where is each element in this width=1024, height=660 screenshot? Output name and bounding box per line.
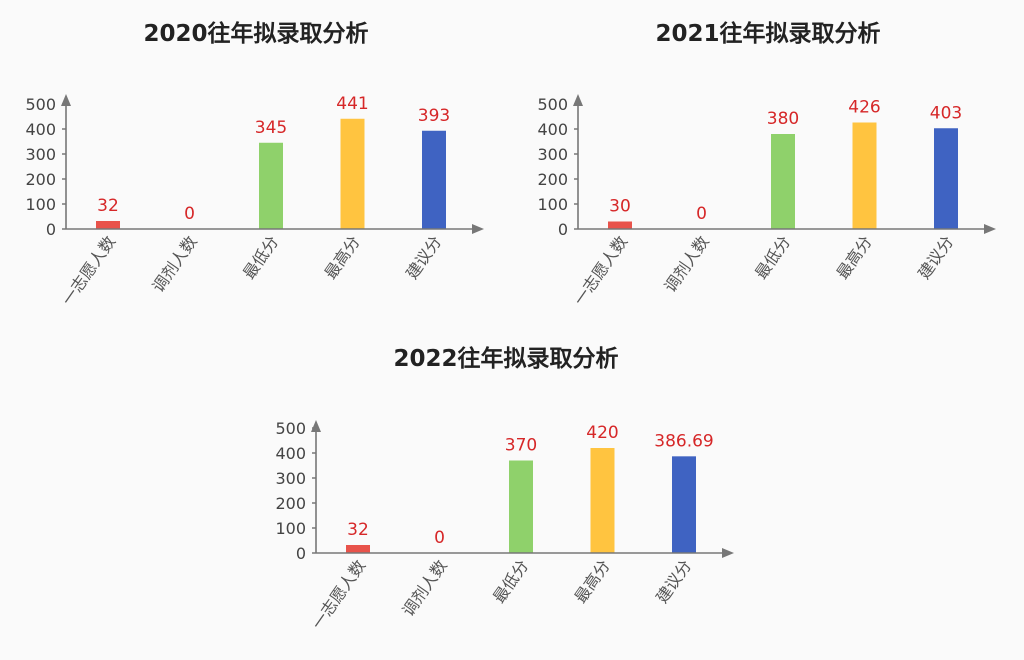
bar: [608, 221, 632, 229]
value-label: 370: [505, 436, 537, 456]
x-axis-arrow: [472, 224, 484, 234]
value-label: 386.69: [654, 431, 713, 451]
category-label: 最高分: [321, 232, 364, 282]
value-label: 393: [418, 106, 450, 126]
y-tick-label: 300: [25, 145, 56, 164]
y-tick-label: 200: [25, 170, 56, 189]
bar-chart-2022: 010020030040050032一志愿人数0调剂人数370最低分420最高分…: [275, 419, 734, 633]
category-label: 最低分: [751, 232, 794, 282]
value-label: 426: [848, 98, 880, 118]
chart-2021: 2021往年拟录取分析 0 100 200 300 400 500 30 一志愿人数 0 调剂人数…: [512, 0, 1024, 320]
x-axis-arrow: [722, 548, 734, 558]
chart-2020: 2020往年拟录取分析 0 100 200 300 400 500 32 一志愿人数 0 调剂人数…: [0, 0, 512, 320]
value-label: 441: [336, 94, 368, 114]
bar: [852, 122, 877, 229]
category-label: 最高分: [833, 232, 876, 282]
y-tick-label: 400: [25, 120, 56, 139]
chart-2022: 2022往年拟录取分析 0 100 200 300 400 500 32 一志愿人数 0 调剂人数…: [250, 325, 762, 655]
category-label: 一志愿人数: [570, 232, 631, 308]
y-tick-label: 300: [537, 145, 568, 164]
category-label: 最低分: [239, 232, 282, 282]
category-label: 调剂人数: [398, 556, 450, 619]
bar: [771, 134, 795, 229]
y-axis-arrow: [573, 94, 583, 106]
chart-title: 2022往年拟录取分析: [393, 346, 619, 372]
category-label: 一志愿人数: [308, 556, 369, 632]
value-label: 420: [586, 423, 618, 443]
category-label: 最低分: [489, 556, 532, 606]
y-tick-label: 100: [25, 195, 56, 214]
y-tick-label: 500: [537, 95, 568, 114]
category-label: 最高分: [571, 556, 614, 606]
x-axis-arrow: [984, 224, 996, 234]
category-label: 建议分: [402, 232, 445, 282]
value-label: 0: [434, 528, 445, 548]
y-tick-label: 500: [25, 95, 56, 114]
y-tick-label: 100: [275, 519, 306, 538]
value-label: 403: [930, 103, 962, 123]
y-axis-arrow: [311, 420, 321, 432]
chart-title: 2021往年拟录取分析: [655, 21, 881, 47]
category-label: 调剂人数: [660, 232, 712, 295]
category-label: 一志愿人数: [58, 232, 119, 308]
y-tick-label: 300: [275, 469, 306, 488]
bar: [422, 130, 446, 229]
y-tick-label: 400: [275, 444, 306, 463]
bar: [672, 456, 696, 553]
bar-chart-2020: 010020030040050032一志愿人数0调剂人数345最低分441最高分…: [25, 94, 484, 309]
value-label: 0: [696, 204, 707, 224]
bar: [340, 118, 365, 229]
category-label: 建议分: [652, 556, 695, 606]
value-label: 380: [767, 109, 799, 129]
chart-title: 2020往年拟录取分析: [143, 21, 369, 47]
bar-chart-2021: 010020030040050030一志愿人数0调剂人数380最低分426最高分…: [537, 94, 996, 309]
y-tick-label: 0: [558, 220, 568, 239]
bar: [509, 460, 533, 553]
value-label: 30: [609, 197, 631, 217]
bar: [590, 448, 615, 553]
y-tick-label: 200: [537, 170, 568, 189]
bar: [346, 545, 370, 553]
y-tick-label: 100: [537, 195, 568, 214]
bar: [934, 128, 958, 229]
value-label: 345: [255, 118, 287, 138]
value-label: 32: [347, 520, 369, 540]
y-tick-label: 0: [296, 544, 306, 563]
y-tick-label: 200: [275, 494, 306, 513]
y-tick-label: 500: [275, 419, 306, 438]
value-label: 0: [184, 204, 195, 224]
y-tick-label: 400: [537, 120, 568, 139]
category-label: 调剂人数: [148, 232, 200, 295]
bar: [96, 221, 120, 229]
bar: [259, 142, 283, 229]
y-tick-label: 0: [46, 220, 56, 239]
y-axis-arrow: [61, 94, 71, 106]
category-label: 建议分: [914, 232, 957, 282]
value-label: 32: [97, 196, 119, 216]
